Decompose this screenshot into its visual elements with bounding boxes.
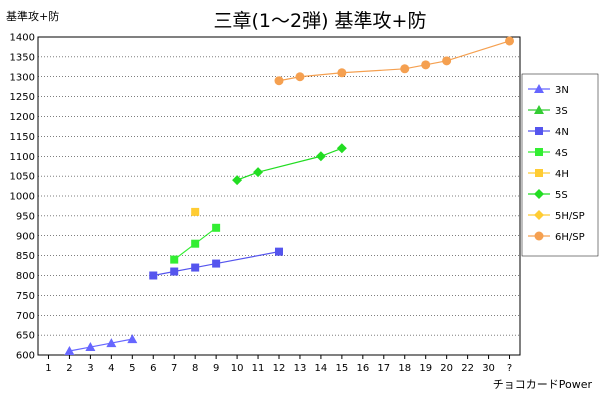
x-tick-label: 8 — [192, 363, 198, 374]
data-point — [442, 56, 452, 66]
data-point — [212, 223, 221, 232]
data-point — [170, 267, 179, 276]
legend-label: 5S — [555, 190, 568, 201]
x-axis-label: チョコカードPower — [493, 378, 593, 391]
series-group — [64, 36, 515, 356]
legend-label: 3N — [555, 85, 569, 96]
x-tick-label: 14 — [315, 363, 328, 374]
data-point — [337, 68, 347, 78]
x-tick-label: 1 — [45, 363, 51, 374]
y-ticks: 600 650 700 750 800 850 900 950 1000 1050 1100 1150… — [10, 33, 35, 362]
data-point — [191, 263, 200, 272]
data-point — [149, 271, 158, 280]
y-tick-label: 1150 — [10, 132, 35, 143]
x-tick-label: 18 — [398, 363, 411, 374]
legend-label: 6H/SP — [555, 232, 585, 243]
legend-marker — [535, 127, 543, 135]
data-point — [274, 76, 284, 86]
series-line — [236, 147, 343, 181]
x-tick-label: 7 — [171, 363, 177, 374]
x-tick-label: 22 — [461, 363, 474, 374]
y-tick-label: 900 — [16, 231, 35, 242]
x-tick-label: 10 — [231, 363, 244, 374]
y-tick-label: 1400 — [10, 33, 35, 44]
y-tick-label: 1300 — [10, 72, 35, 83]
y-tick-label: 1200 — [10, 112, 35, 123]
data-point — [106, 338, 117, 348]
legend — [521, 73, 599, 257]
data-point — [191, 239, 200, 248]
y-axis-label: 基準攻+防 — [6, 9, 59, 23]
x-tick-label: 16 — [356, 363, 369, 374]
y-tick-label: 1000 — [10, 192, 35, 203]
data-point — [336, 143, 347, 154]
y-tick-label: 800 — [16, 271, 35, 282]
y-tick-label: 1100 — [10, 152, 35, 163]
y-tick-label: 750 — [16, 291, 35, 302]
data-point — [315, 151, 326, 162]
data-point — [253, 167, 264, 178]
data-point — [275, 247, 283, 256]
data-point — [191, 207, 200, 216]
y-tick-label: 700 — [16, 311, 35, 322]
x-tick-label: 9 — [213, 363, 219, 374]
y-tick-label: 950 — [16, 211, 35, 222]
legend-marker — [534, 210, 544, 220]
data-point — [421, 60, 431, 70]
x-tick-label: 2 — [66, 363, 72, 374]
legend-marker — [534, 231, 544, 241]
x-tick-label: 13 — [294, 363, 307, 374]
x-tick-label: 12 — [273, 363, 286, 374]
data-point — [295, 72, 305, 82]
data-point — [127, 334, 138, 344]
legend-marker — [535, 169, 543, 177]
data-point — [64, 346, 75, 356]
legend-marker — [534, 84, 544, 93]
legend-label: 4N — [555, 127, 569, 138]
x-tick-label: ? — [507, 363, 512, 374]
x-ticks: 1 2 3 4 5 6 7 8 9 10 11 12 13 14 15 16 17 18 19 20 22 30? — [45, 355, 512, 374]
data-point — [232, 175, 243, 186]
y-tick-label: 1350 — [10, 52, 35, 63]
x-tick-label: 20 — [440, 363, 453, 374]
data-point — [212, 259, 221, 268]
y-tick-label: 600 — [16, 351, 35, 362]
legend-marker — [534, 189, 544, 199]
x-tick-label: 15 — [336, 363, 349, 374]
legend-label: 4S — [555, 148, 568, 159]
y-tick-label: 650 — [16, 331, 35, 342]
legend-items: 3N 3S 4N 4S 4H 5S 5H/SP 6H/SP — [528, 84, 585, 243]
x-tick-label: 6 — [150, 363, 156, 374]
legend-label: 3S — [555, 106, 568, 117]
y-tick-label: 850 — [16, 251, 35, 262]
data-point — [170, 255, 179, 264]
x-tick-label: 19 — [419, 363, 432, 374]
x-tick-label: 3 — [87, 363, 93, 374]
x-tick-label: 17 — [377, 363, 390, 374]
data-point — [505, 36, 515, 46]
data-point — [400, 64, 410, 74]
series-line — [69, 338, 133, 352]
x-tick-label: 11 — [252, 363, 265, 374]
data-point — [85, 342, 96, 352]
x-tick-label: 30 — [482, 363, 495, 374]
y-tick-label: 1250 — [10, 92, 35, 103]
legend-marker — [534, 105, 544, 114]
x-tick-label: 4 — [108, 363, 114, 374]
legend-label: 5H/SP — [555, 211, 585, 222]
legend-label: 4H — [555, 169, 569, 180]
chart-title: 三章(1～2弾) 基準攻+防 — [214, 10, 427, 32]
y-tick-label: 1050 — [10, 172, 35, 183]
legend-marker — [535, 148, 543, 156]
x-tick-label: 5 — [129, 363, 135, 374]
